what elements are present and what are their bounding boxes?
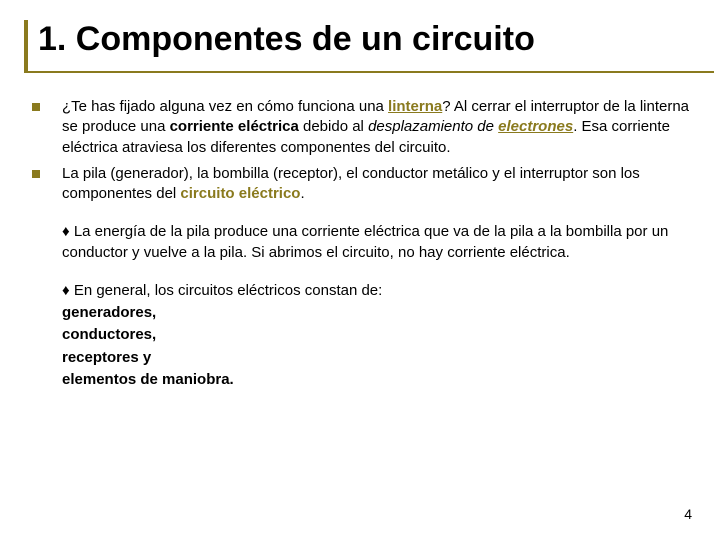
highlight-linterna: linterna bbox=[388, 98, 442, 115]
bullet-text: La pila (generador), la bombilla (recept… bbox=[62, 164, 690, 205]
slide-content: 1. Componentes de un circuito ¿Te has fi… bbox=[0, 0, 720, 412]
square-bullet-icon bbox=[32, 103, 40, 111]
text-fragment: . bbox=[300, 185, 304, 202]
component-item: conductores, bbox=[62, 325, 690, 345]
bold-corriente: corriente eléctrica bbox=[170, 118, 299, 135]
title-block: 1. Componentes de un circuito bbox=[24, 20, 690, 73]
text-fragment: debido al bbox=[299, 118, 368, 135]
component-item: receptores y bbox=[62, 348, 690, 368]
text-fragment: desplazamiento de bbox=[368, 118, 498, 135]
slide-title: 1. Componentes de un circuito bbox=[38, 20, 690, 59]
slide-body: ¿Te has fijado alguna vez en cómo funcio… bbox=[24, 97, 690, 390]
highlight-electrones: electrones bbox=[498, 118, 573, 135]
paragraph-block: ♦ En general, los circuitos eléctricos c… bbox=[62, 281, 690, 390]
title-underline bbox=[28, 71, 714, 73]
bullet-item: La pila (generador), la bombilla (recept… bbox=[28, 164, 690, 205]
paragraph-energy: ♦ La energía de la pila produce una corr… bbox=[62, 222, 690, 263]
page-number: 4 bbox=[684, 506, 692, 522]
component-item: elementos de maniobra. bbox=[62, 370, 690, 390]
bullet-text: ¿Te has fijado alguna vez en cómo funcio… bbox=[62, 97, 690, 158]
text-fragment: ¿Te has fijado alguna vez en cómo funcio… bbox=[62, 98, 388, 115]
highlight-circuito: circuito eléctrico bbox=[180, 185, 300, 202]
italic-fragment: desplazamiento de electrones bbox=[368, 118, 573, 135]
bullet-item: ¿Te has fijado alguna vez en cómo funcio… bbox=[28, 97, 690, 158]
paragraph-block: ♦ La energía de la pila produce una corr… bbox=[62, 222, 690, 263]
paragraph-components-lead: ♦ En general, los circuitos eléctricos c… bbox=[62, 281, 690, 301]
component-item: generadores, bbox=[62, 303, 690, 323]
square-bullet-icon bbox=[32, 170, 40, 178]
text-fragment: La pila (generador), la bombilla (recept… bbox=[62, 165, 640, 202]
